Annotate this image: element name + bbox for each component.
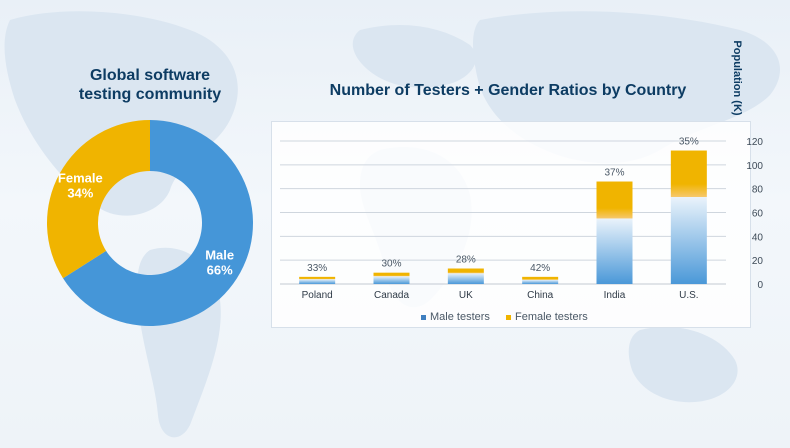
y-axis-label: Population (K) <box>731 40 743 116</box>
y-tick-label: 0 <box>757 280 763 291</box>
donut-label-female: Female <box>58 171 103 186</box>
x-tick-label-india: India <box>604 290 626 301</box>
donut-label-male: Male <box>205 247 234 262</box>
data-label-china: 42% <box>530 263 550 274</box>
x-tick-label-uk: UK <box>459 290 473 301</box>
x-tick-label-us: U.S. <box>679 290 698 301</box>
donut-slice-female <box>47 120 150 279</box>
data-label-us: 35% <box>679 137 699 148</box>
bar-male-china <box>522 279 559 284</box>
testers-by-country-bar-chart: 0 20 40 60 80 100 120 33% Poland 30% Canada 28% UK 42… <box>280 137 764 301</box>
x-tick-label-canada: Canada <box>374 290 409 301</box>
donut-percent-female: 34% <box>67 186 93 201</box>
legend-label-female: Female testers <box>515 311 588 323</box>
legend-item-female: Female testers <box>506 311 588 323</box>
data-label-uk: 28% <box>456 255 476 266</box>
y-tick-label: 20 <box>752 256 764 267</box>
x-tick-label-poland: Poland <box>302 290 333 301</box>
bar-female-poland <box>299 276 336 280</box>
bar-male-india <box>596 218 633 284</box>
bar-female-uk <box>447 268 484 274</box>
bar-female-canada <box>373 272 410 277</box>
donut-percent-male: 66% <box>207 262 233 277</box>
donut-slice-male <box>63 120 254 326</box>
legend-swatch-male <box>421 314 426 320</box>
legend-swatch-female <box>506 314 511 320</box>
y-tick-label: 60 <box>752 209 764 220</box>
legend-label-male: Male testers <box>430 311 490 323</box>
data-label-canada: 30% <box>381 259 401 270</box>
bar-female-india <box>596 181 633 219</box>
donut-chart-title: Global software testing community <box>78 67 222 103</box>
legend-item-male: Male testers <box>421 311 490 323</box>
y-tick-label: 100 <box>746 161 763 172</box>
y-tick-label: 120 <box>746 137 763 148</box>
bar-male-uk <box>447 273 484 284</box>
bar-female-us <box>670 150 707 198</box>
y-tick-label: 40 <box>752 232 764 243</box>
bar-male-us <box>670 197 707 284</box>
data-label-poland: 33% <box>307 263 327 274</box>
data-label-india: 37% <box>604 168 624 179</box>
bar-male-poland <box>299 279 336 284</box>
bar-chart-title: Number of Testers + Gender Ratios by Cou… <box>329 82 687 99</box>
x-tick-label-china: China <box>527 290 554 301</box>
bar-male-canada <box>373 276 410 284</box>
bar-female-china <box>522 276 559 280</box>
y-tick-label: 80 <box>752 185 764 196</box>
